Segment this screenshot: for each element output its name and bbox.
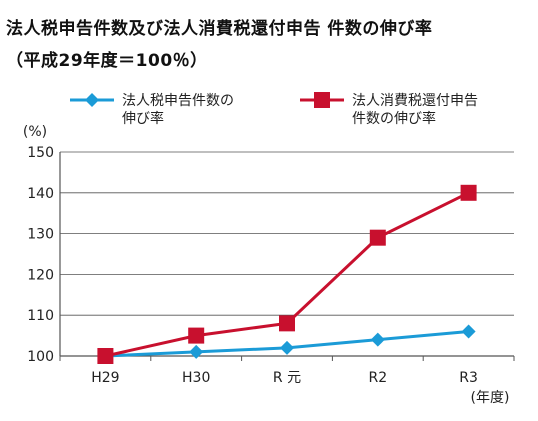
data-point: [461, 324, 476, 339]
chart-title: 法人税申告件数及び法人消費税還付申告 件数の伸び率: [6, 19, 433, 39]
legend-label: 件数の伸び率: [352, 110, 436, 127]
y-tick-label: 100: [27, 349, 54, 365]
x-axis: H29 H30 R 元 R2 R3: [59, 356, 515, 386]
y-tick-label: 130: [27, 227, 54, 243]
y-tick-label: 140: [27, 186, 54, 202]
data-point: [460, 184, 477, 201]
legend-label: 伸び率: [122, 110, 164, 127]
y-axis-label: (%): [23, 124, 47, 140]
x-tick-label: H30: [182, 370, 210, 386]
data-point: [279, 315, 295, 332]
series-2: [97, 184, 477, 364]
y-tick-label: 110: [27, 308, 54, 324]
x-tick-label: R2: [368, 370, 387, 386]
data-point: [370, 332, 385, 347]
series-group: [97, 184, 477, 364]
x-tick-label: R3: [459, 370, 478, 386]
data-point: [369, 229, 386, 246]
data-point: [97, 348, 114, 364]
chart-subtitle: （平成29年度＝100％）: [6, 51, 208, 71]
x-tick-label: R 元: [273, 370, 301, 386]
x-axis-label: (年度): [471, 390, 510, 406]
legend-label: 法人消費税還付申告: [352, 93, 478, 109]
legend-marker: [314, 92, 330, 108]
y-tick-label: 120: [27, 267, 54, 283]
data-point: [188, 327, 205, 344]
data-point: [189, 344, 204, 359]
legend-label: 法人税申告件数の: [122, 93, 234, 109]
data-point: [280, 340, 294, 355]
y-axis: 100 110 120 130 140 150: [27, 145, 54, 365]
legend-marker: [85, 93, 99, 107]
y-tick-label: 150: [27, 145, 54, 161]
x-tick-label: H29: [91, 370, 119, 386]
